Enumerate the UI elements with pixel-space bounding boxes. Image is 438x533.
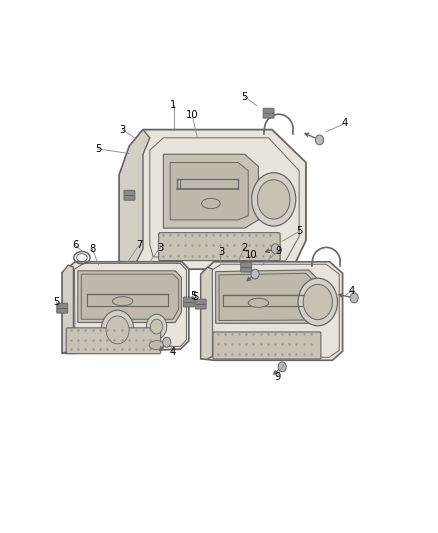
Polygon shape: [119, 130, 150, 269]
Text: 3: 3: [120, 125, 126, 135]
Text: 9: 9: [276, 246, 282, 256]
FancyBboxPatch shape: [213, 332, 321, 359]
Text: 7: 7: [136, 240, 142, 251]
Circle shape: [151, 319, 162, 334]
Polygon shape: [150, 138, 299, 261]
Text: 5: 5: [296, 227, 302, 237]
Text: 5: 5: [53, 297, 60, 307]
Text: 3: 3: [218, 247, 224, 257]
Circle shape: [278, 362, 286, 372]
FancyBboxPatch shape: [124, 190, 135, 200]
Polygon shape: [212, 264, 339, 358]
Polygon shape: [201, 262, 343, 360]
Text: 1: 1: [170, 100, 177, 110]
Text: 5: 5: [242, 92, 248, 102]
Text: 9: 9: [274, 372, 280, 382]
Circle shape: [146, 314, 167, 339]
Polygon shape: [62, 265, 74, 353]
Polygon shape: [201, 267, 212, 359]
Polygon shape: [170, 163, 248, 220]
Text: 10: 10: [245, 250, 258, 260]
Text: 3: 3: [157, 243, 163, 253]
Circle shape: [162, 337, 171, 347]
Ellipse shape: [248, 298, 268, 308]
FancyBboxPatch shape: [159, 232, 280, 261]
Polygon shape: [81, 274, 179, 319]
Text: 2: 2: [241, 243, 247, 253]
Circle shape: [258, 180, 290, 219]
Circle shape: [251, 269, 259, 279]
FancyBboxPatch shape: [66, 328, 161, 354]
Circle shape: [251, 173, 296, 226]
FancyBboxPatch shape: [184, 297, 194, 307]
Polygon shape: [78, 271, 181, 322]
FancyBboxPatch shape: [195, 299, 206, 309]
Polygon shape: [119, 130, 306, 269]
FancyBboxPatch shape: [241, 262, 251, 272]
Text: 5: 5: [192, 292, 199, 302]
Text: 5: 5: [190, 291, 196, 301]
Text: 6: 6: [72, 240, 78, 251]
Circle shape: [271, 244, 279, 254]
Text: 8: 8: [89, 244, 95, 254]
Polygon shape: [74, 263, 187, 347]
Text: 4: 4: [342, 118, 348, 128]
FancyBboxPatch shape: [57, 303, 67, 313]
Polygon shape: [215, 270, 316, 324]
Polygon shape: [62, 262, 189, 353]
Ellipse shape: [149, 341, 164, 350]
Text: 4: 4: [349, 286, 355, 295]
Polygon shape: [163, 154, 258, 228]
Circle shape: [101, 310, 134, 350]
Text: 5: 5: [95, 144, 101, 154]
FancyBboxPatch shape: [263, 108, 274, 118]
Text: 4: 4: [170, 347, 176, 357]
Ellipse shape: [201, 198, 220, 208]
Circle shape: [303, 284, 332, 320]
Ellipse shape: [113, 297, 133, 306]
Circle shape: [298, 278, 338, 326]
Polygon shape: [219, 273, 312, 320]
Circle shape: [106, 316, 129, 344]
Text: 10: 10: [186, 110, 198, 120]
Circle shape: [350, 293, 358, 303]
Circle shape: [315, 135, 324, 145]
